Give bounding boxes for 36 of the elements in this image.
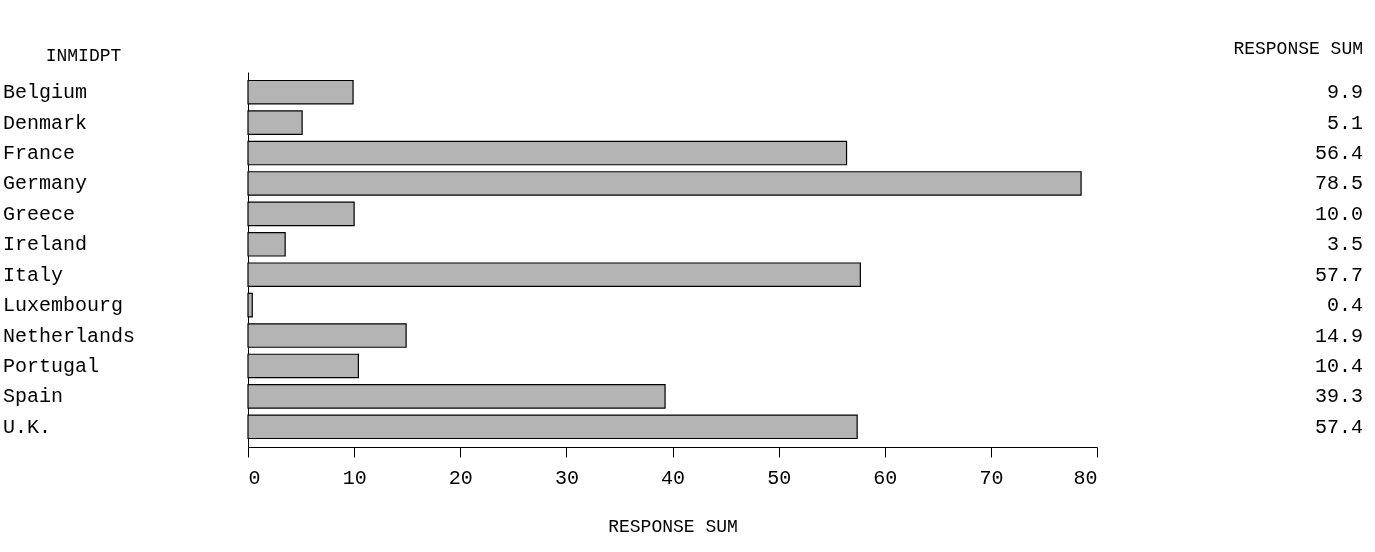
y-tick-label: Netherlands	[3, 324, 136, 348]
y-tick-label: Germany	[3, 172, 88, 196]
text: RESPONSE SUM	[1233, 39, 1363, 59]
data-label: 5.1	[1326, 111, 1363, 135]
y-tick-label: Greece	[3, 202, 76, 226]
x-tick-label: 80	[1073, 466, 1098, 490]
x-tick-label: 30	[554, 466, 579, 490]
x-tick-label: 40	[660, 466, 686, 490]
data-label: 14.9	[1314, 324, 1363, 348]
x-axis-title: RESPONSE SUM	[608, 516, 738, 537]
data-label: 10.0	[1314, 202, 1363, 226]
data-label: 3.5	[1326, 233, 1363, 257]
x-tick-label: 10	[342, 466, 367, 490]
y-tick-label: Spain	[3, 385, 64, 409]
data-label: 56.4	[1314, 142, 1363, 166]
y-tick-label: Luxembourg	[3, 294, 124, 318]
x-tick-label: 20	[448, 466, 473, 490]
y-tick-label: U.K.	[3, 415, 52, 439]
y-tick-label: Ireland	[3, 233, 88, 257]
data-label: 10.4	[1314, 354, 1363, 378]
y-tick-label: Belgium	[3, 81, 88, 105]
y-tick-label: France	[3, 142, 76, 166]
y-tick-label: Portugal	[3, 354, 100, 378]
y-tick-label: Italy	[3, 263, 64, 287]
data-label: 0.4	[1326, 294, 1363, 318]
x-tick-label: 0	[248, 466, 261, 490]
data-label: 39.3	[1314, 385, 1363, 409]
x-tick-label: 70	[979, 466, 1004, 490]
data-label: 57.7	[1314, 263, 1363, 287]
data-label: 9.9	[1326, 81, 1363, 105]
y-axis-title: INMIDPT	[45, 45, 122, 66]
x-tick-label: 60	[873, 466, 898, 490]
y-tick-label: Denmark	[3, 111, 88, 135]
data-label: 78.5	[1314, 172, 1363, 196]
x-tick-label: 50	[767, 466, 792, 490]
data-label: 57.4	[1314, 415, 1363, 439]
